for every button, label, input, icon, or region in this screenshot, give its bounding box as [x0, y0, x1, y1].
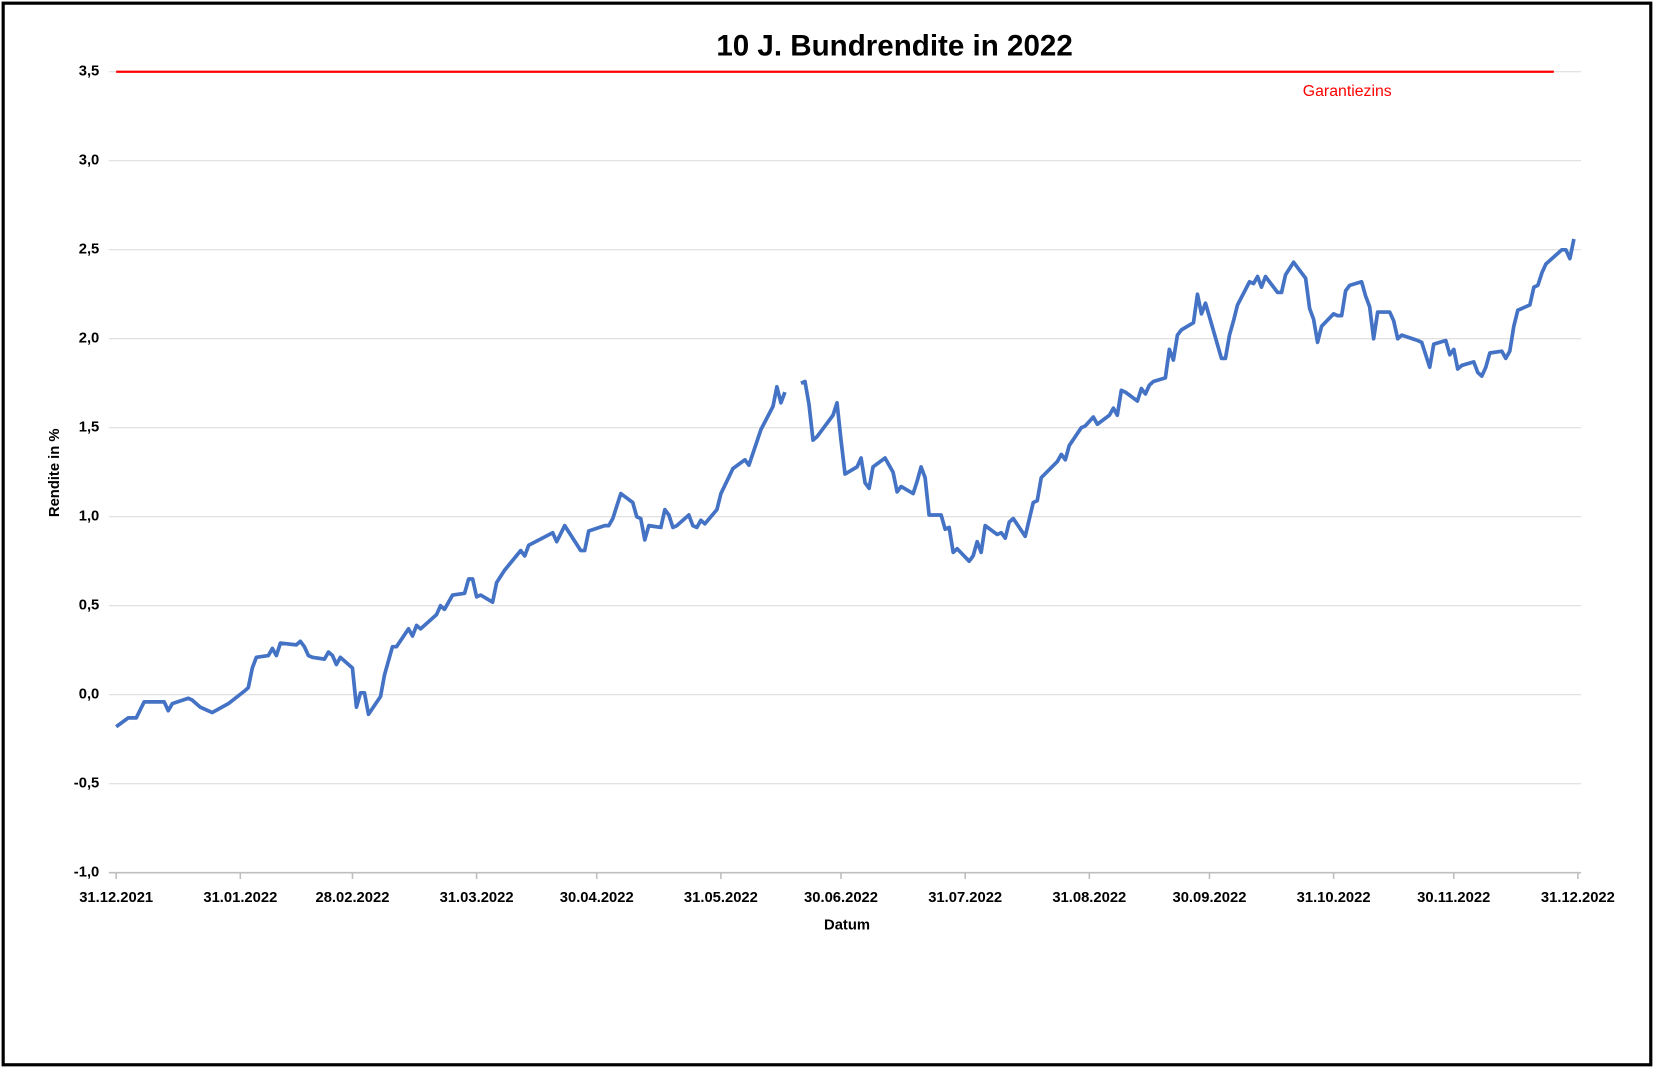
y-tick-label: 1,5 — [79, 420, 100, 436]
x-tick-label: 30.06.2022 — [804, 890, 878, 906]
x-tick-label: 31.03.2022 — [440, 890, 514, 906]
y-tick-label: 1,0 — [79, 509, 100, 525]
y-axis-label: Rendite in % — [47, 428, 63, 517]
y-tick-label: 0,5 — [79, 598, 100, 614]
x-axis-label: Datum — [824, 917, 870, 933]
x-tick-label: 31.01.2022 — [203, 890, 277, 906]
x-tick-label: 31.07.2022 — [928, 890, 1002, 906]
y-tick-label: 2,0 — [79, 331, 100, 347]
x-tick-label: 28.02.2022 — [315, 890, 389, 906]
series-label: Garantiezins — [1303, 83, 1392, 100]
x-tick-label: 30.04.2022 — [560, 890, 634, 906]
x-tick-label: 31.12.2021 — [79, 890, 153, 906]
x-tick-label: 31.08.2022 — [1052, 890, 1126, 906]
x-tick-label: 30.09.2022 — [1172, 890, 1246, 906]
x-tick-label: 30.11.2022 — [1417, 890, 1490, 906]
x-tick-label: 31.10.2022 — [1297, 890, 1371, 906]
data-line — [115, 238, 1576, 729]
y-tick-label: 2,5 — [79, 242, 100, 258]
y-tick-label: 3,0 — [79, 153, 100, 169]
y-tick-label: -1,0 — [74, 865, 99, 881]
chart-title: 10 J. Bundrendite in 2022 — [716, 29, 1072, 62]
x-tick-label: 31.12.2022 — [1541, 890, 1615, 906]
y-tick-label: -0,5 — [74, 776, 99, 792]
y-tick-label: 3,5 — [79, 64, 100, 80]
y-tick-label: 0,0 — [79, 687, 100, 703]
x-tick-label: 31.05.2022 — [684, 890, 758, 906]
